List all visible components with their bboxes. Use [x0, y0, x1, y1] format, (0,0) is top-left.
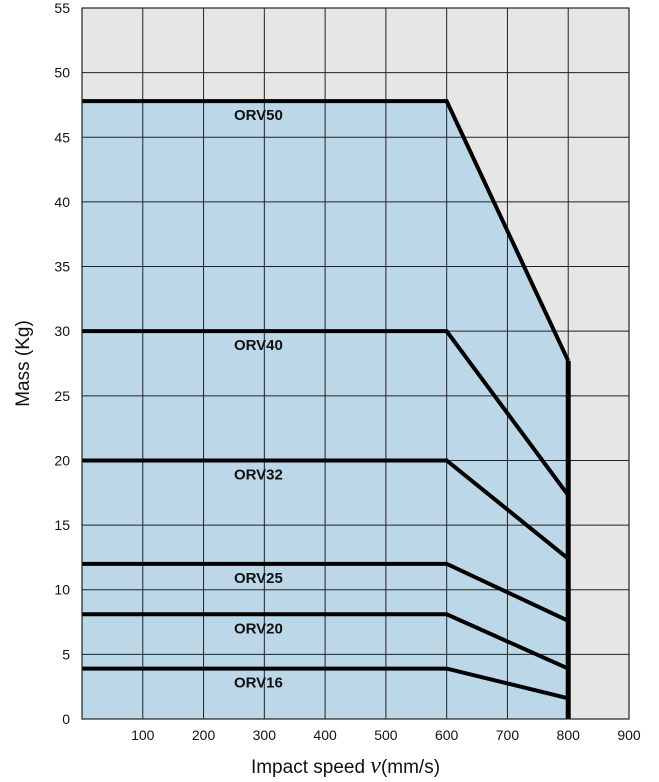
y-tick-label: 35 [54, 259, 70, 275]
series-lines [82, 99, 571, 701]
x-tick-label: 900 [617, 727, 641, 743]
x-tick-label: 300 [253, 727, 277, 743]
y-tick-label: 15 [54, 517, 70, 533]
x-axis-title: Impact speed v(mm/s) [251, 753, 440, 779]
y-axis-title: Mass (Kg) [13, 320, 34, 407]
y-tick-label: 55 [54, 0, 70, 16]
x-tick-label: 200 [192, 727, 216, 743]
y-tick-label: 0 [62, 711, 70, 727]
y-tick-labels: 0 5 10 15 20 25 30 35 40 45 50 55 [54, 0, 70, 727]
x-axis-title-variable: v [370, 753, 381, 779]
x-tick-label: 500 [374, 727, 398, 743]
series-labels: ORV50 ORV40 ORV32 ORV25 ORV20 ORV16 [234, 107, 283, 692]
series-line-orv32 [82, 458, 570, 561]
series-label-orv25: ORV25 [234, 570, 283, 587]
x-tick-labels: 100 200 300 400 500 600 700 800 900 [131, 727, 641, 743]
series-label-orv32: ORV32 [234, 466, 283, 483]
x-axis-title-suffix: (mm/s) [381, 757, 440, 778]
series-label-orv20: ORV20 [234, 620, 283, 637]
y-tick-label: 30 [54, 323, 70, 339]
x-tick-label: 700 [496, 727, 520, 743]
series-line-orv20 [82, 612, 570, 671]
plot-frame [81, 7, 630, 720]
x-tick-label: 400 [313, 727, 337, 743]
y-tick-label: 10 [54, 582, 70, 598]
x-tick-label: 100 [131, 727, 155, 743]
y-tick-label: 5 [62, 646, 70, 662]
y-tick-label: 50 [54, 65, 70, 81]
y-tick-label: 40 [54, 194, 70, 210]
series-label-orv50: ORV50 [234, 107, 283, 124]
x-tick-label: 600 [435, 727, 459, 743]
series-label-orv40: ORV40 [234, 337, 283, 354]
series-line-orv50 [82, 99, 571, 362]
y-tick-label: 25 [54, 388, 70, 404]
series-line-orv40 [82, 329, 570, 497]
y-tick-label: 20 [54, 452, 70, 468]
series-line-orv16 [82, 666, 569, 701]
series-line-orv25 [82, 561, 570, 623]
y-tick-label: 45 [54, 129, 70, 145]
series-label-orv16: ORV16 [234, 675, 283, 692]
x-tick-label: 800 [557, 727, 581, 743]
x-axis-title-prefix: Impact speed [251, 757, 370, 778]
